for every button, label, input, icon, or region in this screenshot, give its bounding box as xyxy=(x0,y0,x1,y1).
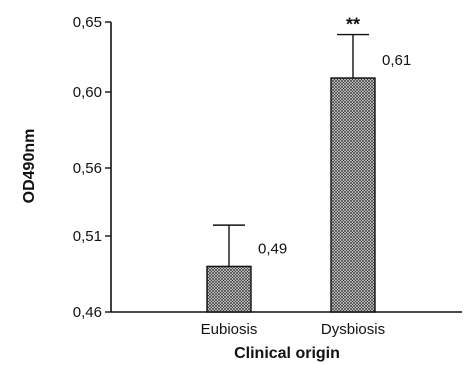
y-axis-title: OD490nm xyxy=(21,129,38,204)
value-label: 0,61 xyxy=(382,52,411,69)
y-tick-label: 0,65 xyxy=(73,14,102,31)
bar-eubiosis xyxy=(206,265,252,313)
y-tick-label: 0,51 xyxy=(73,228,102,245)
y-ticks: 0,46 0,51 0,56 0,60 0,65 xyxy=(73,14,111,321)
significance-marker: ** xyxy=(346,15,360,35)
bar-dysbiosis xyxy=(330,77,376,313)
x-category-label: Dysbiosis xyxy=(321,321,385,338)
y-tick-label: 0,56 xyxy=(73,160,102,177)
bars: 0,49 0,61 ** xyxy=(206,15,411,313)
x-category-label: Eubiosis xyxy=(201,321,258,338)
value-label: 0,49 xyxy=(258,240,287,257)
x-axis-title: Clinical origin xyxy=(234,345,340,362)
axes xyxy=(110,22,462,313)
x-category-labels: Eubiosis Dysbiosis xyxy=(201,321,385,338)
y-tick-label: 0,60 xyxy=(73,84,102,101)
y-tick-label: 0,46 xyxy=(73,304,102,321)
